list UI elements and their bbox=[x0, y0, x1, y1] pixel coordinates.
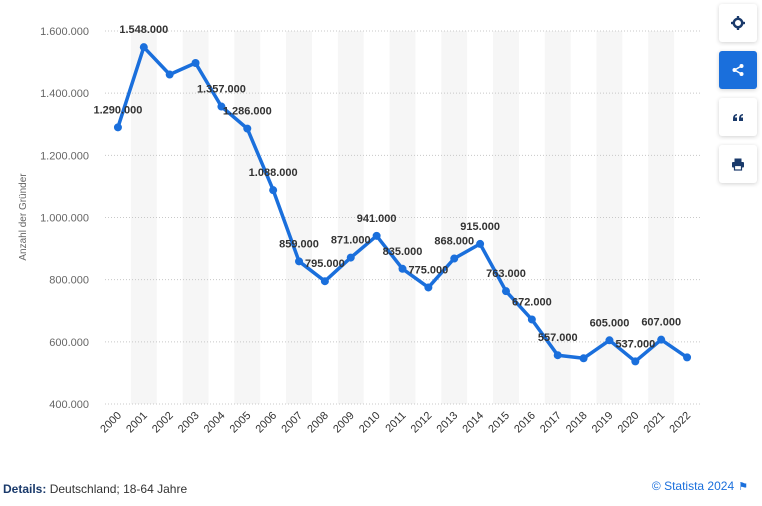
data-point[interactable] bbox=[191, 59, 200, 68]
data-point[interactable] bbox=[398, 264, 407, 273]
data-label: 941.000 bbox=[357, 213, 397, 225]
data-point[interactable] bbox=[605, 336, 614, 345]
x-tick-label: 2000 bbox=[98, 410, 124, 436]
column-band bbox=[441, 31, 468, 404]
details-text: Deutschland; 18-64 Jahre bbox=[49, 482, 188, 496]
data-point[interactable] bbox=[527, 315, 536, 324]
data-point[interactable] bbox=[553, 351, 562, 360]
share-icon bbox=[732, 64, 744, 76]
data-point[interactable] bbox=[139, 43, 148, 52]
data-point[interactable] bbox=[269, 186, 278, 195]
data-point[interactable] bbox=[579, 354, 588, 363]
gridlines bbox=[105, 30, 700, 405]
x-tick-label: 2022 bbox=[667, 410, 693, 436]
x-tick-label: 2012 bbox=[409, 410, 435, 436]
x-tick-label: 2007 bbox=[279, 410, 305, 436]
data-label: 859.000 bbox=[279, 238, 319, 250]
gear-icon bbox=[731, 16, 745, 30]
y-axis-ticks: 400.000 600.000 800.000 1.000.000 1.200.000 1… bbox=[40, 26, 89, 411]
data-point[interactable] bbox=[372, 231, 381, 240]
data-label: 871.000 bbox=[331, 235, 371, 247]
copyright-footer[interactable]: © Statista 2024 ⚑ bbox=[652, 479, 748, 493]
x-tick-label: 2006 bbox=[253, 410, 279, 436]
data-label: 795.000 bbox=[305, 258, 345, 270]
y-tick-label: 400.000 bbox=[49, 399, 89, 411]
quote-icon bbox=[733, 114, 743, 121]
x-tick-label: 2004 bbox=[202, 410, 228, 436]
x-tick-label: 2017 bbox=[538, 410, 564, 436]
column-band bbox=[544, 31, 571, 404]
y-tick-label: 1.000.000 bbox=[40, 213, 89, 225]
data-point[interactable] bbox=[476, 239, 485, 248]
data-point[interactable] bbox=[217, 102, 226, 111]
details-footer: Details: Deutschland; 18-64 Jahre bbox=[3, 482, 187, 496]
data-point[interactable] bbox=[346, 253, 355, 262]
data-label: 557.000 bbox=[538, 332, 578, 344]
data-label: 605.000 bbox=[590, 317, 630, 329]
x-tick-label: 2018 bbox=[564, 410, 590, 436]
x-tick-label: 2013 bbox=[435, 410, 461, 436]
data-point[interactable] bbox=[113, 123, 122, 132]
data-label: 868.000 bbox=[434, 236, 474, 248]
data-label: 1.088.000 bbox=[249, 167, 298, 179]
data-label: 1.290.000 bbox=[93, 104, 142, 116]
x-tick-label: 2009 bbox=[331, 410, 357, 436]
share-button[interactable] bbox=[719, 51, 757, 89]
data-point[interactable] bbox=[683, 353, 692, 362]
y-tick-label: 1.400.000 bbox=[40, 88, 89, 100]
data-labels: 1.290.000 1.548.000 1.357.000 1.286.000 1.08… bbox=[93, 24, 681, 350]
x-tick-label: 2021 bbox=[642, 410, 668, 436]
data-point[interactable] bbox=[424, 283, 433, 292]
y-axis-label: Anzahl der Gründer bbox=[18, 173, 29, 261]
line-chart: 400.000 600.000 800.000 1.000.000 1.200.000 1… bbox=[18, 24, 700, 436]
data-label: 607.000 bbox=[641, 317, 681, 329]
data-point[interactable] bbox=[631, 357, 640, 366]
data-point[interactable] bbox=[657, 335, 666, 344]
data-point[interactable] bbox=[165, 70, 174, 79]
x-tick-label: 2020 bbox=[616, 410, 642, 436]
x-tick-label: 2008 bbox=[305, 410, 331, 436]
flag-icon[interactable]: ⚑ bbox=[738, 481, 748, 493]
data-label: 1.548.000 bbox=[119, 24, 168, 36]
data-point[interactable] bbox=[243, 124, 252, 133]
cite-button[interactable] bbox=[719, 98, 757, 136]
column-band bbox=[493, 31, 519, 404]
x-tick-label: 2019 bbox=[590, 410, 616, 436]
x-tick-label: 2002 bbox=[150, 410, 176, 436]
x-tick-label: 2014 bbox=[460, 410, 486, 436]
x-tick-label: 2016 bbox=[512, 410, 538, 436]
data-label: 1.357.000 bbox=[197, 84, 246, 96]
data-label: 537.000 bbox=[615, 338, 655, 350]
copyright-text[interactable]: © Statista 2024 bbox=[651, 479, 735, 493]
y-tick-label: 1.600.000 bbox=[40, 26, 89, 38]
data-label: 672.000 bbox=[512, 296, 552, 308]
data-label: 775.000 bbox=[408, 264, 448, 276]
column-band bbox=[130, 31, 157, 404]
x-tick-label: 2001 bbox=[124, 410, 150, 436]
data-point[interactable] bbox=[320, 277, 329, 286]
details-label: Details: bbox=[3, 482, 47, 496]
data-point[interactable] bbox=[501, 287, 510, 296]
x-tick-label: 2015 bbox=[486, 410, 512, 436]
x-tick-label: 2005 bbox=[228, 410, 254, 436]
data-label: 763.000 bbox=[486, 268, 526, 280]
y-tick-label: 800.000 bbox=[49, 275, 89, 287]
data-label: 835.000 bbox=[383, 246, 423, 258]
data-point[interactable] bbox=[450, 254, 459, 263]
data-points bbox=[113, 43, 692, 366]
settings-button[interactable] bbox=[719, 4, 757, 42]
print-icon bbox=[732, 158, 744, 171]
x-tick-label: 2011 bbox=[383, 410, 408, 435]
y-tick-label: 1.200.000 bbox=[40, 150, 89, 162]
print-button[interactable] bbox=[719, 145, 757, 183]
data-label: 915.000 bbox=[460, 221, 500, 233]
x-axis-ticks: 2000 2001 2002 2003 2004 2005 2006 2007 2008 2009… bbox=[98, 410, 693, 436]
x-tick-label: 2010 bbox=[357, 410, 383, 436]
y-tick-label: 600.000 bbox=[49, 337, 89, 349]
chart-toolbar bbox=[719, 4, 757, 192]
x-tick-label: 2003 bbox=[176, 410, 202, 436]
data-point[interactable] bbox=[295, 257, 304, 266]
data-label: 1.286.000 bbox=[223, 106, 272, 118]
column-band bbox=[286, 31, 312, 404]
